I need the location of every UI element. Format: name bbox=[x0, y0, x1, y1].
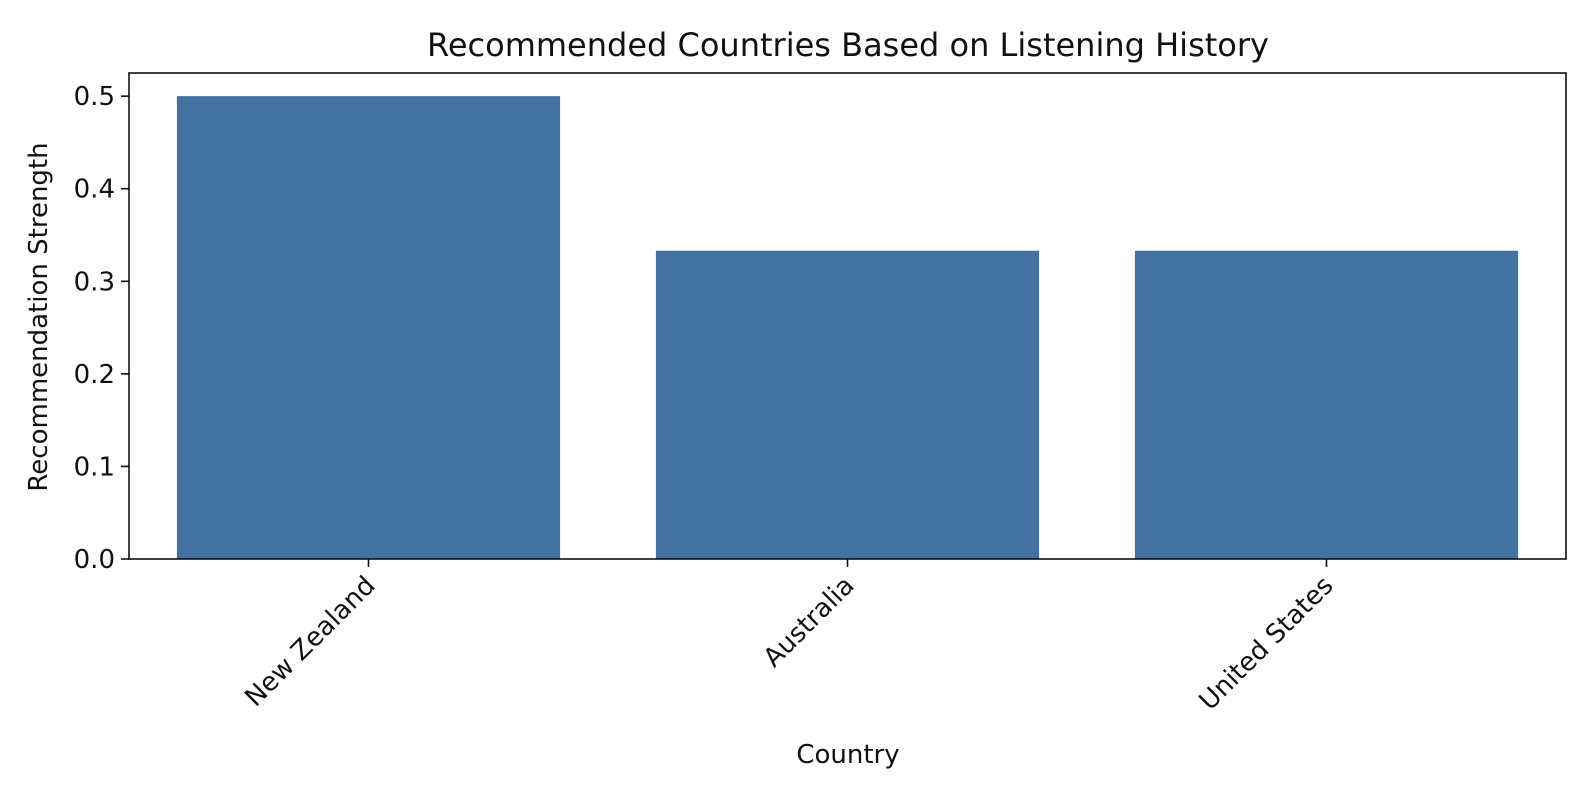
y-tick-label: 0.2 bbox=[74, 360, 115, 390]
y-tick-label: 0.1 bbox=[74, 452, 115, 482]
y-tick-label: 0.5 bbox=[74, 82, 115, 112]
bar-united-states bbox=[1134, 250, 1519, 560]
y-tick-label: 0.0 bbox=[74, 545, 115, 575]
bar-new-zealand bbox=[176, 96, 561, 560]
chart-title: Recommended Countries Based on Listening… bbox=[427, 26, 1269, 64]
y-tick-label: 0.4 bbox=[74, 175, 115, 205]
plot-area: New Zealand Australia United States 0.0 0.1 0… bbox=[74, 72, 1567, 717]
plot-frame bbox=[128, 72, 1567, 560]
y-tick-label: 0.3 bbox=[74, 267, 115, 297]
bar-australia bbox=[655, 250, 1040, 560]
x-tick-label: United States bbox=[1194, 571, 1340, 717]
y-axis-label: Recommendation Strength bbox=[24, 142, 54, 491]
x-tick-label: New Zealand bbox=[239, 571, 381, 713]
x-axis-label: Country bbox=[796, 740, 899, 770]
x-tick-label: Australia bbox=[758, 571, 861, 674]
